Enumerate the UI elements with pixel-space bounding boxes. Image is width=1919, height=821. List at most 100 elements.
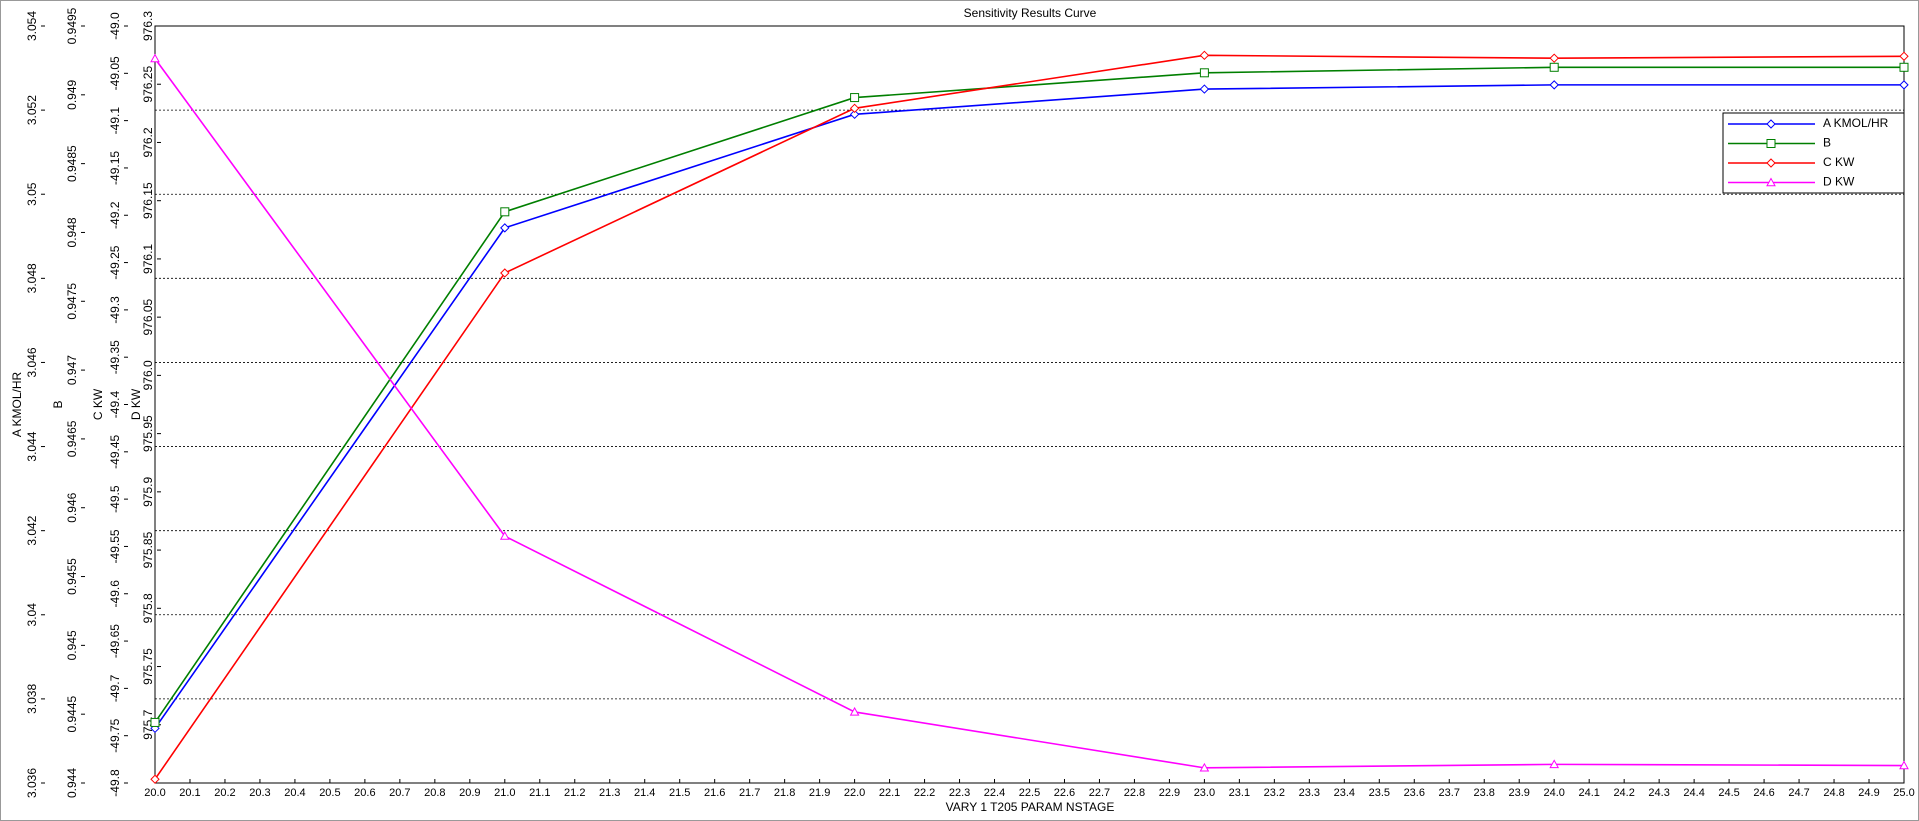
x-tick-label: 20.4 (284, 787, 305, 799)
y-tick-label: -49.8 (108, 769, 122, 797)
x-tick-label: 21.7 (739, 787, 760, 799)
x-tick-label: 24.1 (1578, 787, 1599, 799)
y-tick-label: -49.45 (108, 434, 122, 468)
data-point (1899, 51, 1909, 61)
data-point (1549, 53, 1559, 63)
y-axis-label: A KMOL/HR (10, 371, 24, 437)
x-tick-label: 24.9 (1858, 787, 1879, 799)
y-tick-label: 0.9455 (65, 558, 79, 595)
y-axis-label: B (51, 400, 65, 408)
data-point (1199, 68, 1209, 78)
x-tick-label: 24.2 (1613, 787, 1634, 799)
x-tick-label: 23.0 (1194, 787, 1215, 799)
x-tick-label: 22.4 (984, 787, 1005, 799)
x-tick-label: 20.3 (249, 787, 270, 799)
y-tick-label: 0.9445 (65, 696, 79, 733)
x-tick-label: 24.6 (1753, 787, 1774, 799)
y-tick-label: -49.55 (108, 529, 122, 563)
x-tick-label: 23.5 (1369, 787, 1390, 799)
legend (1722, 112, 1905, 194)
y-tick-label: 975.95 (141, 415, 155, 452)
data-point (1549, 80, 1559, 90)
y-tick-label: 3.052 (25, 95, 39, 125)
y-tick-label: 0.947 (65, 355, 79, 385)
data-point (1899, 62, 1909, 72)
y-tick-label: 976.0 (141, 360, 155, 390)
series-line (154, 58, 1905, 769)
y-tick-label: 976.1 (141, 244, 155, 274)
chart-title: Sensitivity Results Curve (964, 6, 1097, 20)
y-tick-label: -49.1 (108, 107, 122, 135)
x-tick-label: 22.0 (844, 787, 865, 799)
y-tick-label: 0.948 (65, 217, 79, 247)
data-point (1199, 84, 1210, 94)
y-tick-label: 3.044 (25, 431, 39, 461)
y-tick-label: 3.048 (25, 263, 39, 293)
y-tick-label: -49.5 (108, 485, 122, 513)
y-tick-label: 3.046 (25, 347, 39, 377)
x-tick-label: 20.2 (214, 787, 235, 799)
x-tick-label: 25.0 (1893, 787, 1914, 799)
x-tick-label: 20.9 (459, 787, 480, 799)
y-tick-label: 0.946 (65, 492, 79, 522)
data-point (1549, 759, 1560, 769)
y-tick-label: 0.949 (65, 79, 79, 109)
x-tick-label: 23.4 (1334, 787, 1355, 799)
data-point (849, 103, 860, 114)
y-tick-label: 3.038 (25, 684, 39, 714)
legend-marker (1766, 139, 1776, 148)
y-tick-label: -49.15 (108, 151, 122, 185)
x-tick-label: 23.2 (1264, 787, 1285, 799)
y-tick-label: -49.75 (108, 718, 122, 752)
x-tick-label: 24.3 (1648, 787, 1669, 799)
data-point (1549, 62, 1559, 72)
x-tick-label: 21.5 (669, 787, 690, 799)
y-tick-label: 3.054 (25, 11, 39, 41)
x-tick-label: 20.6 (354, 787, 375, 799)
x-tick-label: 22.3 (949, 787, 970, 799)
y-tick-label: -49.25 (108, 245, 122, 279)
x-tick-label: 20.7 (389, 787, 410, 799)
data-point (849, 706, 860, 716)
y-tick-label: -49.05 (108, 56, 122, 90)
y-tick-label: 3.042 (25, 515, 39, 545)
y-tick-label: -49.6 (108, 580, 122, 608)
y-tick-label: 975.7 (141, 709, 155, 739)
y-tick-label: 3.04 (25, 603, 39, 627)
data-point (500, 207, 510, 217)
data-point (1199, 50, 1210, 61)
data-point (500, 268, 510, 278)
legend-label: C KW (1823, 155, 1855, 169)
data-point (850, 93, 860, 103)
x-tick-label: 20.5 (319, 787, 340, 799)
x-tick-label: 23.9 (1509, 787, 1530, 799)
x-tick-label: 24.0 (1543, 787, 1564, 799)
x-tick-label: 24.5 (1718, 787, 1739, 799)
y-tick-label: 976.15 (141, 182, 155, 219)
data-point (500, 223, 510, 233)
y-axis-label: C KW (91, 388, 105, 420)
y-tick-label: -49.4 (108, 391, 122, 419)
x-tick-label: 22.9 (1159, 787, 1180, 799)
x-axis-label: VARY 1 T205 PARAM NSTAGE (946, 800, 1115, 814)
legend-label: B (1823, 136, 1831, 150)
x-tick-label: 24.7 (1788, 787, 1809, 799)
y-tick-label: 975.9 (141, 477, 155, 507)
data-point (499, 531, 510, 540)
y-tick-label: -49.7 (108, 674, 122, 702)
x-tick-label: 21.8 (774, 787, 795, 799)
x-tick-label: 20.1 (179, 787, 200, 799)
x-tick-label: 23.6 (1404, 787, 1425, 799)
legend-marker (1766, 177, 1776, 187)
y-tick-label: 0.9485 (65, 145, 79, 182)
y-tick-label: 976.05 (141, 298, 155, 335)
series-line (154, 54, 1905, 780)
data-point (1899, 80, 1909, 90)
y-tick-label: 0.944 (65, 768, 79, 798)
x-tick-label: 22.5 (1019, 787, 1040, 799)
x-tick-label: 23.1 (1229, 787, 1250, 799)
x-tick-label: 21.2 (564, 787, 585, 799)
x-tick-label: 24.8 (1823, 787, 1844, 799)
x-tick-label: 24.4 (1683, 787, 1704, 799)
